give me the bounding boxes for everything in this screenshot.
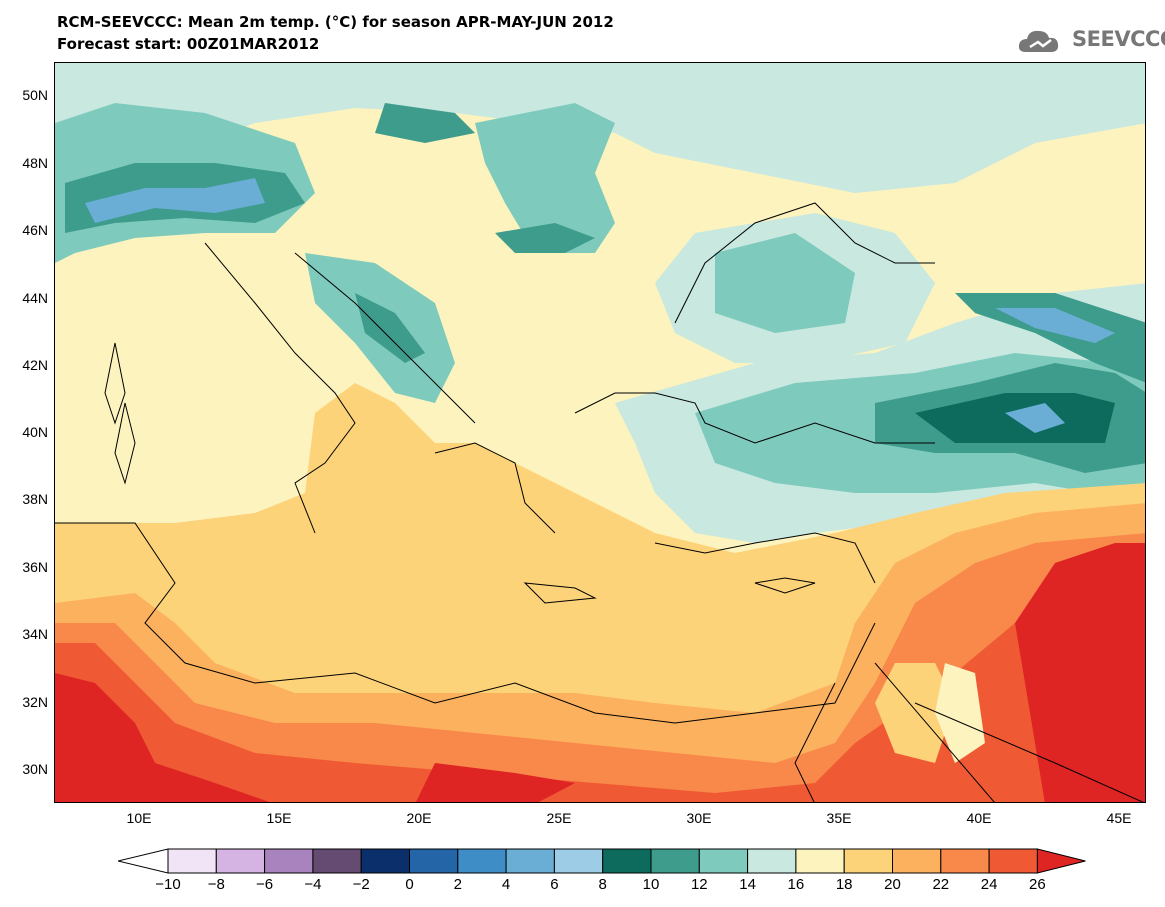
lat-label-36n: 36N xyxy=(22,559,48,575)
colorbar-tick-label: 14 xyxy=(739,876,756,893)
temperature-map xyxy=(54,62,1146,803)
colorbar-cell xyxy=(988,848,1038,874)
colorbar-cell xyxy=(457,848,507,874)
lat-label-30n: 30N xyxy=(22,761,48,777)
colorbar-tick-label: 26 xyxy=(1029,876,1046,893)
lat-label-48n: 48N xyxy=(22,155,48,171)
forecast-start-label: Forecast start: 00Z01MAR2012 xyxy=(57,35,320,53)
colorbar-under-triangle xyxy=(118,848,169,874)
colorbar-cell xyxy=(602,848,652,874)
colorbar-cell xyxy=(650,848,700,874)
lat-label-38n: 38N xyxy=(22,491,48,507)
colorbar-cell xyxy=(843,848,894,874)
lat-label-32n: 32N xyxy=(22,694,48,710)
colorbar-tick-label: 20 xyxy=(884,876,901,893)
colorbar-cell xyxy=(312,848,362,874)
colorbar-cell xyxy=(892,848,942,874)
colorbar-tick-label: 12 xyxy=(690,876,708,893)
colorbar-cell xyxy=(505,848,555,874)
colorbar-cell xyxy=(553,848,604,874)
colorbar-tick-label: 18 xyxy=(835,876,853,893)
colorbar-tick-label: 8 xyxy=(598,876,607,893)
logo-text: SEEVCCC xyxy=(1072,27,1165,51)
colorbar-cell xyxy=(360,848,410,874)
colorbar-tick-label: −10 xyxy=(155,876,181,893)
colorbar-tick-label: 10 xyxy=(642,876,660,893)
colorbar-tick-label: 4 xyxy=(501,876,511,893)
colorbar-cell xyxy=(795,848,845,874)
cloud-icon xyxy=(1018,30,1059,52)
colorbar-tick-label: 24 xyxy=(980,876,998,893)
lat-label-50n: 50N xyxy=(22,87,48,103)
colorbar-tick-label: 16 xyxy=(787,876,805,893)
colorbar-over-triangle xyxy=(1036,848,1086,874)
lat-label-44n: 44N xyxy=(22,290,48,306)
colorbar-tick-label: 2 xyxy=(453,876,462,893)
lon-label-45e: 45E xyxy=(1106,810,1132,826)
colorbar-tick-label: −8 xyxy=(207,876,225,893)
colorbar-tick-label: −6 xyxy=(256,876,274,893)
colorbar-tick-label: 22 xyxy=(932,876,950,893)
colorbar-tick-label: 0 xyxy=(405,876,414,893)
lat-label-46n: 46N xyxy=(22,222,48,238)
lon-label-15e: 15E xyxy=(266,810,292,826)
colorbar-cell xyxy=(167,848,217,874)
lon-label-20e: 20E xyxy=(406,810,432,826)
temperature-field xyxy=(55,63,1145,802)
lon-label-10e: 10E xyxy=(126,810,152,826)
colorbar-cell xyxy=(264,848,314,874)
colorbar-cell xyxy=(747,848,797,874)
colorbar-cell xyxy=(940,848,990,874)
seevccc-logo: SEEVCCC xyxy=(1016,26,1165,54)
map-title: RCM-SEEVCCC: Mean 2m temp. (°C) for seas… xyxy=(57,13,614,31)
colorbar-cell xyxy=(215,848,266,874)
lon-label-40e: 40E xyxy=(966,810,992,826)
lon-label-25e: 25E xyxy=(546,810,572,826)
colorbar-cell xyxy=(409,848,459,874)
lon-label-35e: 35E xyxy=(826,810,852,826)
temperature-colorbar xyxy=(118,848,1086,874)
lon-label-30e: 30E xyxy=(686,810,712,826)
colorbar-tick-label: 6 xyxy=(550,876,559,893)
colorbar-tick-label: −2 xyxy=(352,876,370,893)
colorbar-tick-label: −4 xyxy=(304,876,322,893)
lat-label-34n: 34N xyxy=(22,626,48,642)
colorbar-cell xyxy=(698,848,749,874)
lat-label-42n: 42N xyxy=(22,357,48,373)
lat-label-40n: 40N xyxy=(22,424,48,440)
